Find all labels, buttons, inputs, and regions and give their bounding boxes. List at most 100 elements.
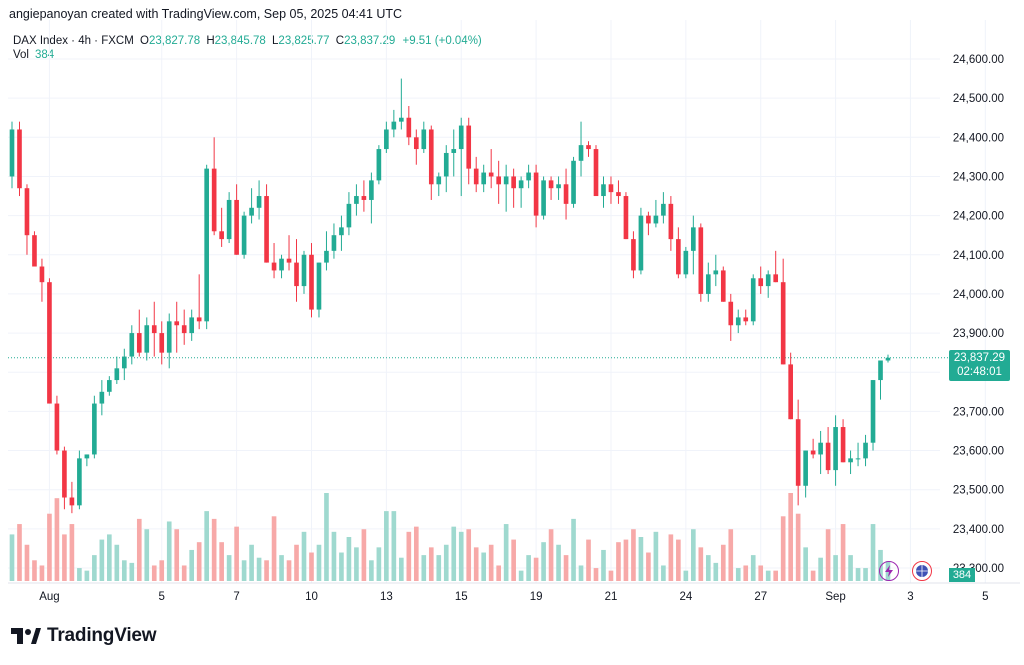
candle-body: [870, 380, 876, 443]
volume-bar: [436, 555, 442, 581]
volume-bar: [443, 544, 449, 581]
candle-body: [571, 160, 576, 204]
volume-bar: [241, 560, 247, 581]
volume-bar: [713, 562, 719, 581]
price-tick-label: 24,000.00: [953, 289, 1004, 301]
time-tick-label: Aug: [39, 591, 59, 603]
volume-bar: [511, 539, 516, 581]
candle-body: [481, 172, 487, 185]
candle-body: [174, 321, 180, 326]
price-tick-label: 24,200.00: [953, 211, 1004, 223]
chart-grid: [8, 20, 986, 583]
candle-body: [496, 176, 501, 185]
candle-body: [129, 333, 135, 357]
symbol-name[interactable]: DAX Index · 4h · FXCM: [13, 35, 134, 47]
volume-bar: [765, 570, 771, 581]
chart-attribution: angiepanoyan created with TradingView.co…: [9, 7, 403, 21]
volume-bar: [47, 513, 52, 581]
candle-body: [316, 262, 322, 310]
volume-bar: [114, 544, 120, 581]
volume-bar: [758, 565, 764, 581]
volume-bar: [428, 547, 434, 581]
candle-body: [391, 121, 397, 130]
candle-body: [324, 250, 329, 263]
volume-bar: [526, 555, 531, 581]
candle-body: [271, 262, 277, 271]
volume-bar: [24, 544, 30, 581]
volume-bar: [204, 511, 209, 581]
volume-bar: [331, 531, 337, 581]
volume-bar: [384, 511, 389, 581]
volume-bar: [256, 557, 262, 581]
volume-bar: [676, 539, 681, 581]
volume-bar: [324, 493, 329, 581]
volume-bar: [451, 526, 457, 581]
volume-bar: [825, 529, 831, 581]
candle-body: [406, 117, 412, 138]
candle-body: [466, 125, 472, 169]
price-tick-label: 23,900.00: [953, 328, 1004, 340]
volume-bar: [346, 537, 352, 581]
volume-bar: [518, 570, 524, 581]
candle-body: [878, 360, 883, 381]
volume-bar: [264, 560, 269, 581]
candle-body: [47, 282, 52, 404]
volume-bar: [503, 524, 509, 581]
candle-body: [99, 391, 105, 404]
candle-body: [863, 442, 868, 459]
volume-bar: [9, 534, 15, 581]
volume-bar: [863, 568, 868, 581]
volume-bar: [848, 555, 853, 581]
volume-bar: [586, 539, 591, 581]
candle-body: [159, 333, 165, 353]
volume-bar: [473, 547, 479, 581]
volume-bar: [855, 568, 861, 581]
candle-body: [855, 458, 861, 460]
volume-bar: [653, 531, 659, 581]
volume-bar: [399, 557, 404, 581]
globe-icon[interactable]: [912, 561, 932, 581]
candle-body: [196, 317, 202, 322]
low-label: L: [272, 35, 279, 47]
high-label: H: [206, 35, 215, 47]
volume-bar: [77, 568, 82, 581]
volume-bar: [735, 568, 741, 581]
volume-bar: [234, 526, 239, 581]
candle-body: [309, 254, 314, 310]
volume-bar: [54, 498, 60, 581]
candle-body: [114, 368, 120, 381]
candle-body: [720, 270, 726, 302]
volume-bar: [219, 542, 224, 581]
candle-body: [189, 317, 195, 334]
volume-bar: [406, 531, 412, 581]
volume-bar: [32, 560, 37, 581]
candle-body: [601, 184, 606, 197]
volume-bar: [339, 552, 344, 581]
volume-bar: [810, 570, 816, 581]
candle-body: [346, 203, 352, 228]
volume-bar: [17, 524, 22, 581]
candle-body: [473, 168, 479, 185]
low-value: 23,825.77: [278, 35, 330, 47]
volume-bar: [211, 518, 217, 581]
lightning-icon[interactable]: [879, 561, 899, 581]
volume-bar: [803, 547, 808, 581]
candle-body: [144, 325, 150, 353]
volume-bar: [62, 534, 67, 581]
price-tick-label: 24,500.00: [953, 93, 1004, 105]
tradingview-logo[interactable]: TradingView: [11, 625, 157, 647]
candle-body: [264, 196, 269, 263]
volume-bar: [376, 547, 382, 581]
candle-body: [773, 274, 779, 283]
price-tick-label: 23,400.00: [953, 524, 1004, 536]
candle-body: [631, 239, 636, 271]
volume-label: Vol: [13, 49, 29, 61]
candle-body: [249, 207, 254, 216]
candle-body: [384, 129, 389, 150]
candle-body: [638, 215, 644, 271]
high-value: 23,845.78: [214, 35, 266, 47]
candle-body: [593, 149, 599, 197]
volume-bar: [181, 565, 187, 581]
candle-body: [331, 235, 337, 251]
